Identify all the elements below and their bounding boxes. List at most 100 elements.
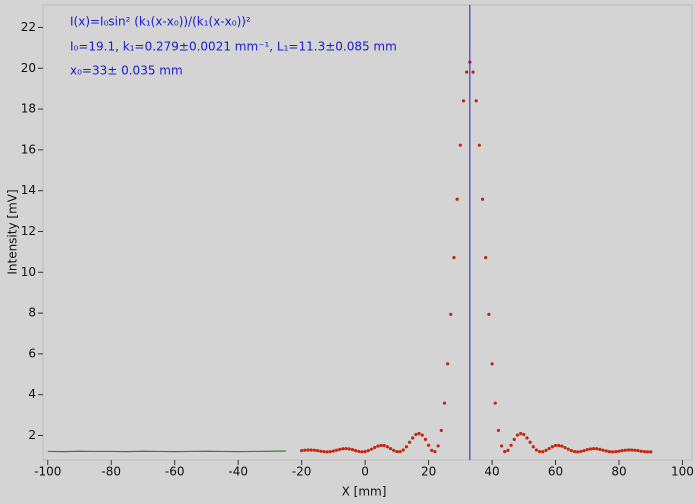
y-tick-label: 18 <box>21 102 36 116</box>
data-point <box>331 449 335 453</box>
y-tick-label: 10 <box>21 265 36 279</box>
data-point <box>360 450 364 454</box>
data-point <box>506 448 510 453</box>
plot-area <box>42 4 693 461</box>
data-point <box>385 445 389 449</box>
data-point <box>598 447 602 451</box>
data-point <box>477 143 481 147</box>
data-point <box>604 449 608 453</box>
data-point <box>588 447 593 451</box>
x-tick-label: -80 <box>101 465 121 479</box>
x-tick-label: 80 <box>611 465 626 479</box>
data-point <box>572 450 577 454</box>
data-point <box>525 436 529 440</box>
data-point <box>353 449 358 453</box>
data-point <box>512 437 516 441</box>
data-point <box>560 444 564 448</box>
data-point <box>420 433 424 437</box>
data-point <box>509 443 513 447</box>
data-point <box>303 448 307 452</box>
data-point <box>423 437 428 441</box>
y-tick-label: 22 <box>21 20 36 34</box>
data-point <box>315 449 320 453</box>
data-point <box>392 448 396 453</box>
data-point <box>649 450 653 454</box>
data-point <box>515 433 520 437</box>
data-point <box>547 446 551 451</box>
data-point <box>312 448 316 452</box>
data-point <box>528 440 532 444</box>
data-point <box>347 447 351 451</box>
data-point <box>553 443 558 448</box>
data-point <box>357 449 361 454</box>
data-point <box>480 197 485 201</box>
data-point <box>398 450 402 454</box>
x-tick-label: 0 <box>361 465 369 479</box>
data-point <box>639 449 643 453</box>
data-point <box>636 449 640 453</box>
data-point <box>601 448 605 452</box>
y-tick-label: 20 <box>21 61 36 75</box>
data-point <box>363 450 367 454</box>
data-point <box>350 447 355 452</box>
data-point <box>404 445 408 449</box>
data-point <box>465 70 469 74</box>
data-point <box>490 362 494 366</box>
data-point <box>563 445 567 450</box>
data-point <box>645 450 650 454</box>
x-tick-label: 100 <box>671 465 694 479</box>
annotation: I₀=19.1, k₁=0.279±0.0021 mm⁻¹, L₁=11.3±0… <box>70 40 397 54</box>
data-point <box>458 143 462 147</box>
data-point <box>334 448 339 452</box>
data-point <box>630 448 634 452</box>
data-point <box>452 255 456 260</box>
y-tick-label: 14 <box>21 183 36 197</box>
data-point <box>499 444 504 448</box>
data-point <box>369 447 374 451</box>
data-point <box>626 448 631 452</box>
data-point <box>519 431 523 436</box>
y-axis-label: Intensity [mV] <box>6 189 20 274</box>
data-point <box>642 450 646 454</box>
x-tick-label: 40 <box>484 465 499 479</box>
data-point <box>407 440 412 444</box>
data-point <box>417 431 421 436</box>
data-point <box>617 449 621 453</box>
data-point <box>414 432 418 437</box>
data-point <box>585 447 589 452</box>
data-point <box>633 448 637 452</box>
data-point <box>487 312 491 316</box>
annotation: I(x)=I₀sin² (k₁(x-x₀))/(k₁(x-x₀))² <box>70 15 251 29</box>
data-point <box>531 445 535 449</box>
data-point <box>595 447 599 451</box>
data-point <box>541 450 545 454</box>
data-point <box>623 448 627 452</box>
y-tick-label: 4 <box>28 387 36 401</box>
y-tick-label: 2 <box>28 428 36 442</box>
data-point <box>538 450 542 454</box>
data-point <box>379 443 383 448</box>
data-point <box>341 447 345 451</box>
y-tick-label: 8 <box>28 306 36 320</box>
data-point <box>306 448 310 452</box>
data-point <box>611 450 615 454</box>
y-tick-label: 6 <box>28 346 36 360</box>
data-point <box>344 446 348 451</box>
data-point <box>446 362 450 366</box>
x-axis-label: X [mm] <box>342 485 387 499</box>
data-point <box>328 450 332 454</box>
data-point <box>411 436 415 440</box>
data-point <box>300 449 304 453</box>
data-point <box>471 70 475 74</box>
x-tick-label: 20 <box>421 465 436 479</box>
data-point <box>388 446 393 451</box>
data-point <box>338 447 342 451</box>
x-tick-label: -40 <box>228 465 248 479</box>
data-point <box>582 449 586 453</box>
data-point <box>503 450 507 454</box>
data-point <box>474 99 478 103</box>
data-point <box>522 432 526 437</box>
data-point <box>373 445 377 450</box>
x-tick-label: -60 <box>165 465 185 479</box>
data-point <box>439 428 443 433</box>
